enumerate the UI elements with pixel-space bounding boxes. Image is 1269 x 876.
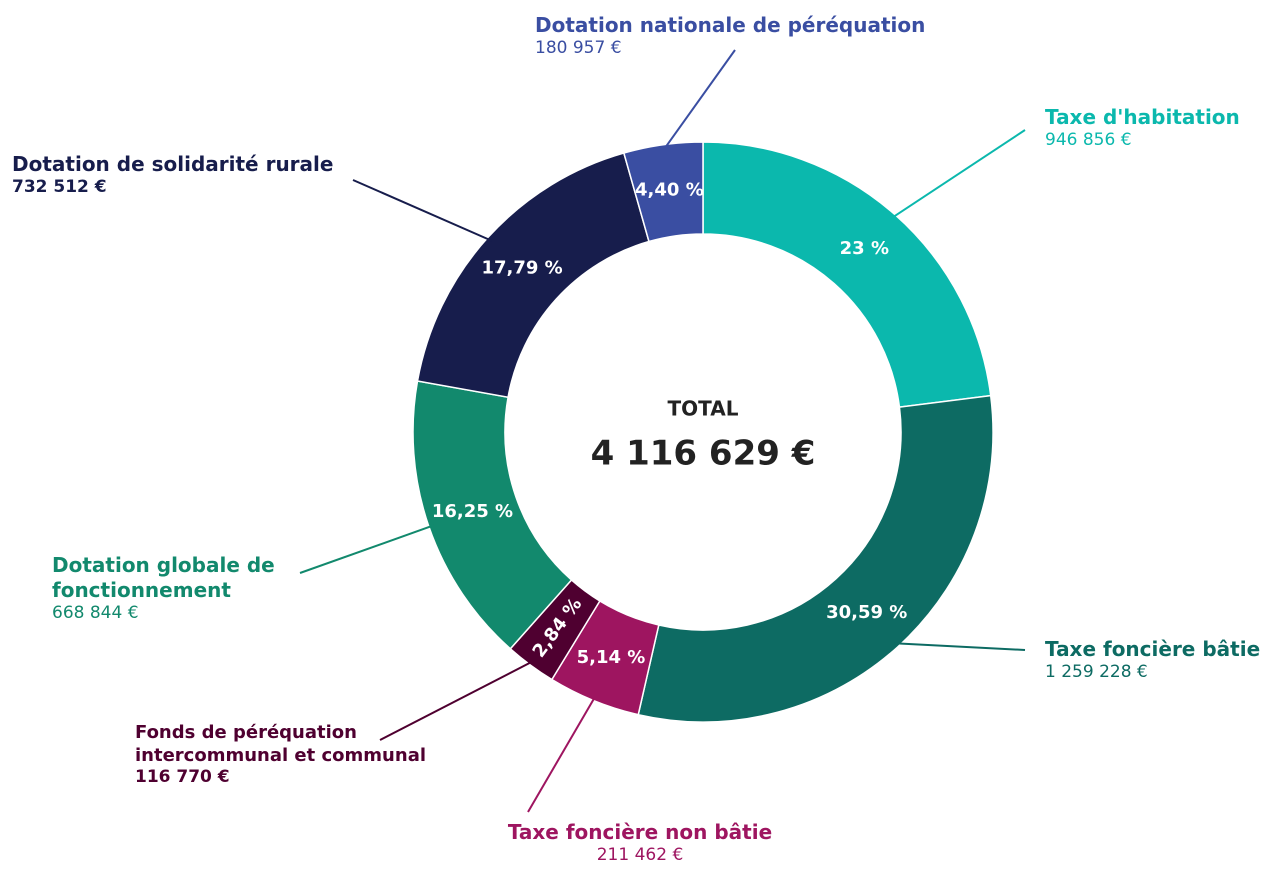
leader-line [662, 49, 736, 151]
leader-line [352, 179, 493, 242]
slice-label: 23 % [840, 238, 889, 259]
center-value: 4 116 629 € [591, 434, 816, 474]
slice-label: 5,14 % [577, 647, 646, 668]
slice-label: 17,79 % [481, 257, 562, 278]
callout-amount: 211 462 € [596, 845, 684, 865]
callout: Taxe d'habitation 946 856 € [1045, 105, 1265, 151]
callout: Dotation globale de fonctionnement 668 84… [52, 553, 292, 624]
leader-line [890, 129, 1026, 220]
donut-slice [637, 394, 994, 723]
callout-title: Dotation globale de fonctionnement [52, 553, 275, 602]
callout-amount: 732 512 € [12, 177, 107, 197]
callout-title: Taxe foncière non bâtie [507, 820, 773, 844]
callout-amount: 180 957 € [535, 38, 622, 58]
leader-line [894, 642, 1026, 651]
callout: Fonds de péréquation intercommunal et co… [135, 722, 455, 788]
slice-label: 4,40 % [635, 179, 704, 200]
callout: Taxe foncière bâtie 1 259 228 € [1045, 637, 1269, 683]
callout-title: Dotation de solidarité rurale [12, 152, 334, 176]
callout-amount: 946 856 € [1045, 130, 1132, 150]
leader-line [527, 695, 597, 813]
leader-line [379, 660, 534, 741]
donut-slice [702, 141, 992, 408]
slice-label: 16,25 % [432, 501, 513, 522]
center-title: TOTAL [668, 397, 739, 421]
callout-amount: 668 844 € [52, 603, 139, 623]
callout-amount: 116 770 € [135, 767, 230, 787]
slice-label: 30,59 % [826, 602, 907, 623]
donut-slice [622, 141, 704, 243]
callout-title: Taxe foncière bâtie [1045, 637, 1261, 661]
callout-title: Taxe d'habitation [1045, 105, 1240, 129]
leader-line [299, 524, 435, 574]
callout-title: Fonds de péréquation intercommunal et co… [135, 722, 427, 766]
callout: Taxe foncière non bâtie 211 462 € [480, 820, 800, 866]
callout: Dotation nationale de péréquation 180 957… [535, 13, 955, 59]
callout: Dotation de solidarité rurale 732 512 € [12, 152, 362, 198]
callout-title: Dotation nationale de péréquation [535, 13, 926, 37]
callout-amount: 1 259 228 € [1045, 662, 1148, 682]
